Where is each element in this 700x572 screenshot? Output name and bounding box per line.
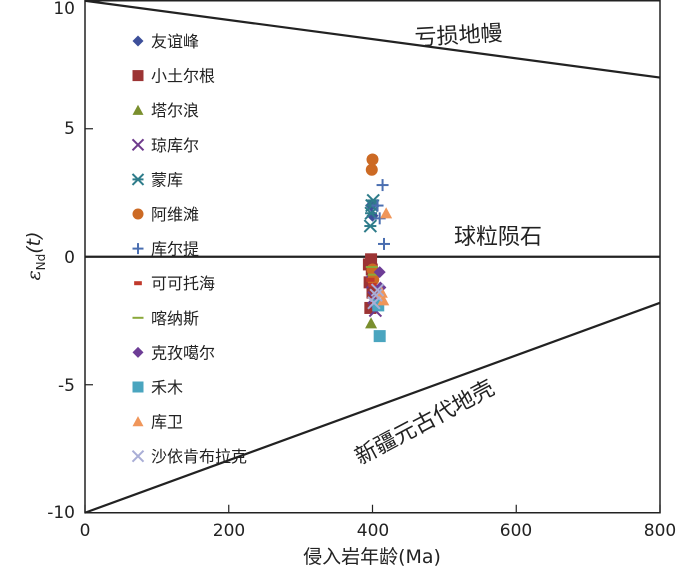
data-points	[362, 153, 393, 343]
legend-marker-3	[131, 138, 145, 152]
reference-line-0	[84, 0, 661, 79]
legend-label-4: 蒙库	[151, 170, 183, 189]
y-tick-label: 0	[64, 248, 75, 268]
x-tick-label: 0	[80, 521, 91, 541]
data-point-6-0	[376, 179, 389, 192]
legend-marker-0	[132, 35, 144, 47]
axis-ticks	[84, 0, 661, 514]
y-axis-title-arg: (t)	[23, 231, 45, 253]
data-point-5-0	[366, 153, 379, 166]
y-tick-label: -5	[58, 376, 75, 396]
data-point-6-1	[378, 237, 390, 250]
data-point-10-0	[373, 330, 386, 343]
depleted-mantle-label: 亏损地幔	[414, 21, 503, 51]
data-point-12-1	[367, 296, 381, 310]
y-tick-labels: 10 5 0 -5 -10	[47, 0, 75, 523]
legend-label-2: 塔尔浪	[151, 101, 199, 120]
legend-label-3: 琼库尔	[151, 136, 199, 155]
data-point-11-0	[380, 207, 393, 219]
chondrite-label: 球粒陨石	[454, 225, 542, 250]
x-tick-label: 400	[357, 521, 389, 541]
legend-label-8: 喀纳斯	[151, 309, 199, 328]
data-point-4-3	[364, 206, 378, 220]
data-point-1-5	[365, 253, 378, 266]
y-axis-title: εNd(t)	[23, 231, 48, 280]
data-point-7-0	[366, 277, 375, 282]
legend-marker-4	[131, 173, 145, 186]
legend-marker-2	[132, 104, 144, 115]
x-tick-label: 200	[213, 521, 245, 541]
data-point-9-0	[373, 266, 386, 279]
legend: 友谊峰小土尔根塔尔浪琼库尔蒙库阿维滩库尔提可可托海喀纳斯克孜噶尔禾木库卫沙依肯布…	[131, 32, 247, 466]
legend-label-10: 禾木	[151, 378, 183, 397]
y-axis-title-subscript: Nd	[34, 254, 48, 271]
y-axis-title-epsilon: ε	[23, 270, 45, 280]
x-tick-labels: 0 200 400 600 800	[80, 521, 677, 541]
legend-marker-6	[132, 243, 144, 255]
legend-label-7: 可可托海	[151, 274, 215, 293]
data-point-12-2	[370, 283, 385, 297]
legend-label-0: 友谊峰	[151, 32, 199, 51]
legend-label-9: 克孜噶尔	[151, 343, 215, 362]
xinjiang-proterozoic-crust-label: 新疆元古代地壳	[351, 376, 499, 470]
legend-label-5: 阿维滩	[151, 205, 199, 224]
data-point-2-0	[365, 317, 378, 329]
legend-label-1: 小土尔根	[151, 67, 215, 86]
data-point-11-1	[377, 294, 390, 306]
data-point-4-0	[363, 219, 378, 233]
legend-label-12: 沙依肯布拉克	[151, 447, 247, 466]
x-tick-label: 600	[500, 521, 532, 541]
legend-label-6: 库尔提	[151, 240, 199, 259]
y-tick-label: 10	[53, 0, 75, 19]
y-tick-label: 5	[64, 119, 75, 139]
y-tick-label: -10	[47, 503, 75, 523]
legend-marker-5	[132, 208, 144, 220]
data-point-6-3	[371, 199, 384, 212]
legend-marker-7	[134, 281, 142, 286]
reference-line-2	[84, 301, 661, 514]
data-point-6-2	[373, 212, 386, 225]
legend-marker-10	[132, 381, 144, 393]
legend-marker-11	[132, 416, 144, 427]
legend-marker-1	[132, 70, 144, 82]
x-tick-label: 800	[644, 521, 676, 541]
data-point-12-0	[369, 288, 383, 302]
x-axis-title: 侵入岩年龄(Ma)	[303, 546, 441, 568]
data-point-11-2	[375, 286, 388, 298]
legend-marker-12	[131, 449, 145, 463]
data-point-5-1	[365, 163, 378, 176]
legend-label-11: 库卫	[151, 413, 183, 432]
legend-marker-9	[132, 346, 144, 358]
